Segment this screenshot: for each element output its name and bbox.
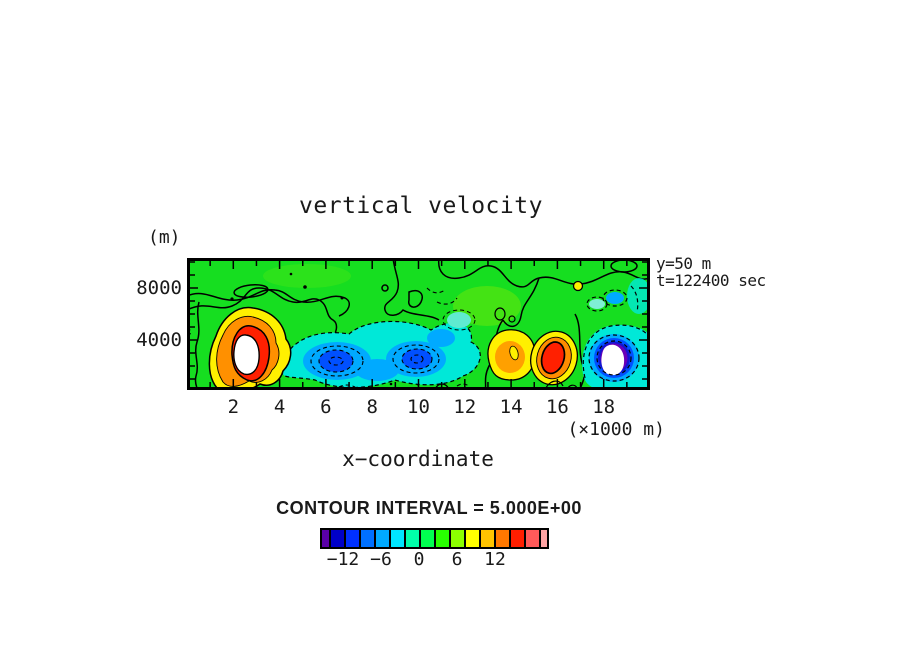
chart-title: vertical velocity: [299, 193, 543, 219]
plot-frame: [187, 258, 650, 390]
y-tick-label: 8000: [136, 277, 182, 299]
colorbar-cell: [540, 530, 547, 547]
colorbar-cell: [345, 530, 361, 547]
positive-anomaly-red: [530, 330, 578, 386]
colorbar-tick-label: 6: [451, 549, 463, 570]
x-axis-label: x−coordinate: [342, 447, 494, 471]
colorbar-cell: [435, 530, 451, 547]
x-tick-label: 10: [407, 396, 430, 418]
colorbar-cell: [465, 530, 481, 547]
axis-ticks: [190, 261, 647, 387]
x-axis-unit-label: (×1000 m): [567, 419, 665, 440]
x-tick-label: 14: [499, 396, 523, 418]
colorbar-cell: [450, 530, 466, 547]
x-tick-label: 12: [453, 396, 477, 418]
colorbar-tick-label: −6: [370, 549, 392, 570]
colorbar-cell: [405, 530, 421, 547]
negative-anomaly-strong: [582, 278, 651, 390]
x-tick-label: 18: [592, 396, 616, 418]
colorbar-cell: [525, 530, 541, 547]
negative-anomaly-broad: [281, 287, 481, 389]
contour-field: [186, 257, 655, 393]
x-tick-label: 4: [273, 396, 286, 418]
positive-anomaly-main: [194, 301, 292, 393]
colorbar-cell: [360, 530, 376, 547]
x-tick-label: 6: [320, 396, 332, 418]
x-tick-label: 8: [366, 396, 378, 418]
small-positive-spot: [572, 280, 584, 292]
x-tick-label: 16: [545, 396, 569, 418]
y-axis-unit-label: (m): [148, 227, 181, 248]
y-tick-label: 4000: [136, 329, 182, 351]
x-tick-label: 2: [227, 396, 240, 418]
positive-anomaly-orange: [484, 307, 536, 391]
colorbar-cell: [495, 530, 511, 547]
contour-interval-label: CONTOUR INTERVAL = 5.000E+00: [276, 498, 582, 518]
colorbar-tick-label: 12: [484, 549, 506, 570]
colorbar-cell: [375, 530, 391, 547]
colorbar: [320, 528, 549, 549]
colorbar-cell: [330, 530, 346, 547]
time-annotation: t=122400 sec: [656, 271, 766, 290]
plot-area: [186, 257, 655, 393]
weak-negative-patches: [442, 309, 476, 331]
colorbar-cell: [322, 530, 331, 547]
colorbar-tick-label: −12: [326, 549, 360, 570]
slice-annotation: y=50 m: [656, 254, 711, 273]
colorbar-cell: [390, 530, 406, 547]
colorbar-tick-label: 0: [413, 549, 425, 570]
colorbar-cell: [480, 530, 496, 547]
colorbar-cell: [510, 530, 526, 547]
colorbar-cell: [420, 530, 436, 547]
